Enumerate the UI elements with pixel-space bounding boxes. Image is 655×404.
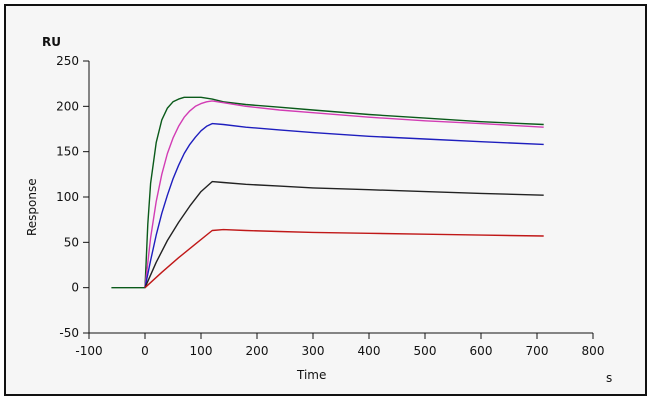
y-unit-label: RU [42,35,61,49]
series-line-5 [144,228,544,289]
series-line-1 [111,96,544,289]
x-tick-label: 500 [414,344,437,358]
y-tick-label: 50 [64,235,79,249]
x-tick-label: 200 [246,344,269,358]
series-layer [111,96,544,289]
x-tick-label: -100 [75,344,102,358]
x-tick-label: 700 [526,344,549,358]
y-tick-label: 0 [71,281,79,295]
x-tick-label: 800 [582,344,605,358]
x-tick-label: 100 [190,344,213,358]
series-line-3 [144,122,544,288]
x-tick-label: 0 [141,344,149,358]
y-tick-label: 200 [56,99,79,113]
y-tick-label: -50 [59,326,79,340]
y-tick-label: 250 [56,54,79,68]
x-tick-label: 400 [358,344,381,358]
x-axis-title: Time [296,368,326,382]
chart-frame [4,4,647,396]
y-tick-label: 100 [56,190,79,204]
x-tick-label: 600 [470,344,493,358]
x-unit-label: s [606,371,612,385]
axes: -50 0 50 100 150 200 250 -100 0 100 200 300 400 500 60… [56,54,604,358]
series-line-4 [144,180,544,288]
series-line-2 [144,100,544,288]
y-tick-label: 150 [56,145,79,159]
y-axis-title: Response [25,178,39,236]
x-tick-label: 300 [302,344,325,358]
